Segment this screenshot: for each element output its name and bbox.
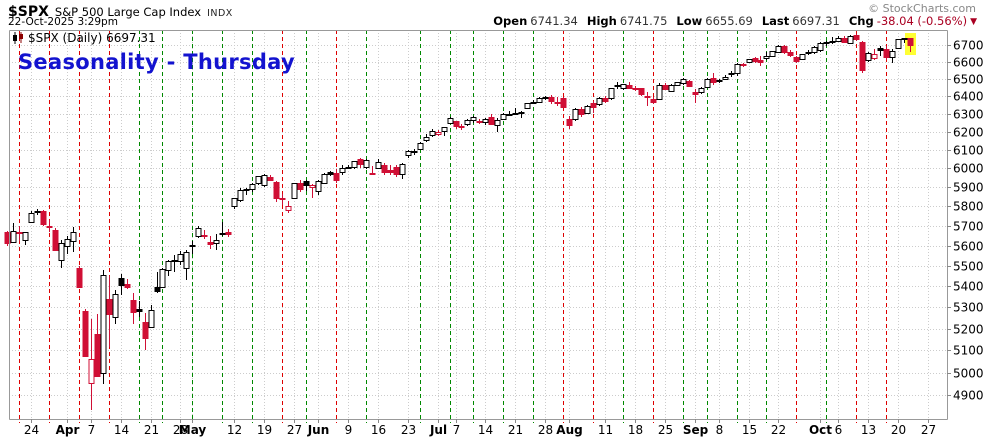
quote-summary: Open 6741.34 High 6741.75 Low 6655.69 Last 6697…	[493, 14, 977, 28]
svg-text:5800: 5800	[953, 200, 984, 214]
svg-text:7: 7	[88, 423, 96, 437]
svg-text:16: 16	[371, 423, 386, 437]
svg-text:21: 21	[144, 423, 159, 437]
vertical-gridlines	[31, 30, 929, 419]
svg-text:5300: 5300	[953, 301, 984, 315]
svg-text:4900: 4900	[953, 389, 984, 403]
svg-text:19: 19	[257, 423, 272, 437]
symbol-exchange: INDX	[207, 8, 233, 19]
stockcharts-copyright: © StockCharts.com	[868, 2, 976, 15]
series-legend: $SPX (Daily) 6697.31	[12, 31, 156, 45]
candlestick-legend-icon	[13, 32, 23, 44]
svg-text:20: 20	[891, 423, 906, 437]
high-label: High	[586, 14, 617, 28]
series-legend-label: $SPX (Daily) 6697.31	[28, 31, 156, 45]
svg-text:6500: 6500	[953, 73, 984, 87]
plot-border	[9, 30, 948, 420]
candlesticks	[4, 34, 914, 410]
svg-text:5700: 5700	[953, 220, 984, 234]
svg-text:7: 7	[453, 423, 461, 437]
last-label: Last	[761, 14, 790, 28]
horizontal-gridlines	[9, 45, 947, 396]
svg-text:6200: 6200	[953, 126, 984, 140]
svg-text:6100: 6100	[953, 144, 984, 158]
svg-text:6400: 6400	[953, 90, 984, 104]
svg-text:6000: 6000	[953, 162, 984, 176]
svg-text:5600: 5600	[953, 240, 984, 254]
svg-text:May: May	[179, 423, 207, 437]
svg-text:6300: 6300	[953, 108, 984, 122]
svg-text:Sep: Sep	[683, 423, 709, 437]
svg-text:Aug: Aug	[556, 423, 582, 437]
svg-text:6600: 6600	[953, 56, 984, 70]
svg-text:6: 6	[835, 423, 843, 437]
svg-text:5000: 5000	[953, 367, 984, 381]
symbol-name: S&P 500 Large Cap Index	[54, 5, 202, 19]
svg-text:5100: 5100	[953, 344, 984, 358]
svg-text:24: 24	[24, 423, 39, 437]
svg-text:22: 22	[771, 423, 786, 437]
svg-text:15: 15	[742, 423, 757, 437]
open-value: 6741.34	[530, 14, 578, 28]
svg-text:27: 27	[287, 423, 302, 437]
chart-title: $SPX S&P 500 Large Cap Index INDX	[8, 1, 233, 20]
svg-text:5500: 5500	[953, 260, 984, 274]
chg-label: Chg	[848, 14, 874, 28]
seasonality-annotation: Seasonality - Thursday	[18, 50, 295, 74]
open-label: Open	[493, 14, 528, 28]
symbol: $SPX	[8, 4, 49, 20]
chart-timestamp: 22-Oct-2025 3:29pm	[8, 16, 118, 28]
svg-text:14: 14	[114, 423, 129, 437]
svg-text:Oct: Oct	[809, 423, 832, 437]
svg-text:6700: 6700	[953, 39, 984, 53]
svg-text:5900: 5900	[953, 181, 984, 195]
svg-text:Apr: Apr	[56, 423, 80, 437]
svg-text:Jul: Jul	[429, 423, 447, 437]
last-value: 6697.31	[792, 14, 840, 28]
svg-text:12: 12	[227, 423, 242, 437]
svg-text:5200: 5200	[953, 323, 984, 337]
svg-text:25: 25	[658, 423, 673, 437]
svg-text:14: 14	[478, 423, 493, 437]
low-value: 6655.69	[705, 14, 753, 28]
svg-text:27: 27	[921, 423, 936, 437]
svg-text:21: 21	[508, 423, 523, 437]
svg-text:11: 11	[598, 423, 613, 437]
price-down-triangle-icon: ▼	[970, 17, 977, 27]
svg-text:5400: 5400	[953, 280, 984, 294]
chg-value: -38.04 (-0.56%)	[876, 14, 968, 28]
svg-text:23: 23	[401, 423, 416, 437]
svg-text:13: 13	[861, 423, 876, 437]
svg-text:8: 8	[716, 423, 724, 437]
low-label: Low	[676, 14, 703, 28]
svg-text:9: 9	[345, 423, 353, 437]
svg-text:Jun: Jun	[307, 423, 330, 437]
svg-text:28: 28	[538, 423, 553, 437]
svg-text:28: 28	[173, 423, 188, 437]
svg-text:18: 18	[628, 423, 643, 437]
y-axis-labels: 4900 5000 5100 5200 5300 5400 5500 5600 5700 5800…	[947, 39, 984, 403]
high-value: 6741.75	[619, 14, 668, 28]
